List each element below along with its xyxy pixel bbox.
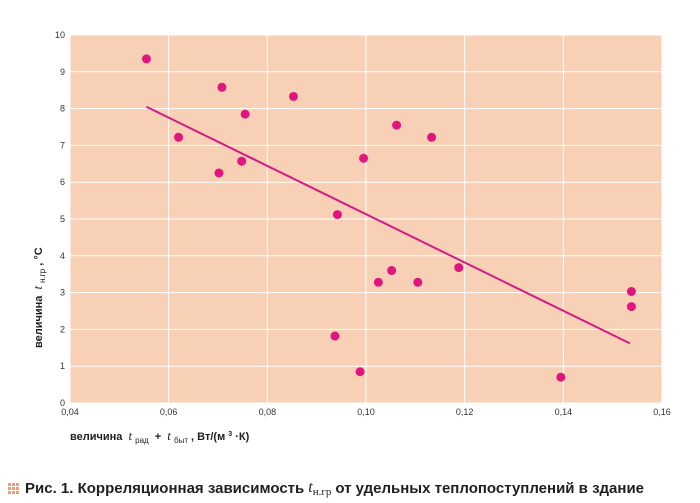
data-point — [214, 168, 224, 178]
y-tick-label: 7 — [60, 140, 65, 150]
data-point — [174, 132, 184, 142]
x-tick-label: 0,04 — [61, 407, 79, 417]
x-tick-label: 0,06 — [160, 407, 178, 417]
y-tick-label: 3 — [60, 288, 65, 298]
data-point — [626, 286, 636, 296]
y-tick-label: 5 — [60, 214, 65, 224]
y-tick-label: 6 — [60, 177, 65, 187]
data-point — [141, 54, 151, 64]
x-tick-label: 0,12 — [456, 407, 474, 417]
y-tick-label: 8 — [60, 104, 65, 114]
caption-prefix: Рис. 1. — [25, 479, 74, 497]
figure-caption: Рис. 1. Корреляционная зависимость tн.гр… — [8, 476, 698, 500]
chart-svg: 0,04 0,06 0,08 0,10 0,12 0,14 0,16 0 1 2 3 4 5 6 7 8 9 1… — [30, 30, 671, 446]
data-point — [330, 331, 340, 341]
y-tick-label: 9 — [60, 67, 65, 77]
data-point — [237, 156, 247, 166]
y-axis-title: величина t н.гр , °С — [30, 247, 48, 348]
y-tick-label: 0 — [60, 398, 65, 408]
y-tick-label: 4 — [60, 251, 65, 261]
data-point — [240, 109, 250, 119]
y-tick-label: 10 — [55, 30, 65, 40]
x-tick-label: 0,14 — [555, 407, 573, 417]
data-point — [626, 302, 636, 312]
scatter-points — [141, 54, 636, 382]
caption-bullet-icon — [8, 482, 19, 494]
data-point — [359, 153, 369, 163]
data-point — [355, 367, 365, 377]
caption-text-before: Корреляционная зависимость — [77, 479, 305, 497]
data-point — [392, 120, 402, 130]
data-point — [413, 277, 423, 287]
caption-variable: tн.гр — [308, 479, 332, 498]
x-tick-label: 0,10 — [357, 407, 375, 417]
data-point — [332, 210, 342, 220]
data-point — [454, 263, 464, 273]
data-point — [556, 372, 566, 382]
grid-lines — [69, 34, 663, 404]
x-tick-labels: 0,04 0,06 0,08 0,10 0,12 0,14 0,16 — [61, 407, 671, 417]
y-tick-label: 2 — [60, 324, 65, 334]
x-axis-title: величина t рад + t быт , Вт/(м 3 ·К) — [70, 427, 250, 446]
x-tick-label: 0,08 — [259, 407, 277, 417]
y-tick-labels: 0 1 2 3 4 5 6 7 8 9 10 — [55, 30, 65, 408]
x-tick-label: 0,16 — [653, 407, 671, 417]
data-point — [427, 132, 437, 142]
data-point — [387, 266, 397, 276]
data-point — [217, 82, 227, 92]
data-point — [373, 277, 383, 287]
data-point — [288, 91, 298, 101]
y-tick-label: 1 — [60, 361, 65, 371]
trend-line — [146, 105, 631, 345]
caption-text-after: от удельных теплопоступлений в здание — [335, 479, 645, 497]
